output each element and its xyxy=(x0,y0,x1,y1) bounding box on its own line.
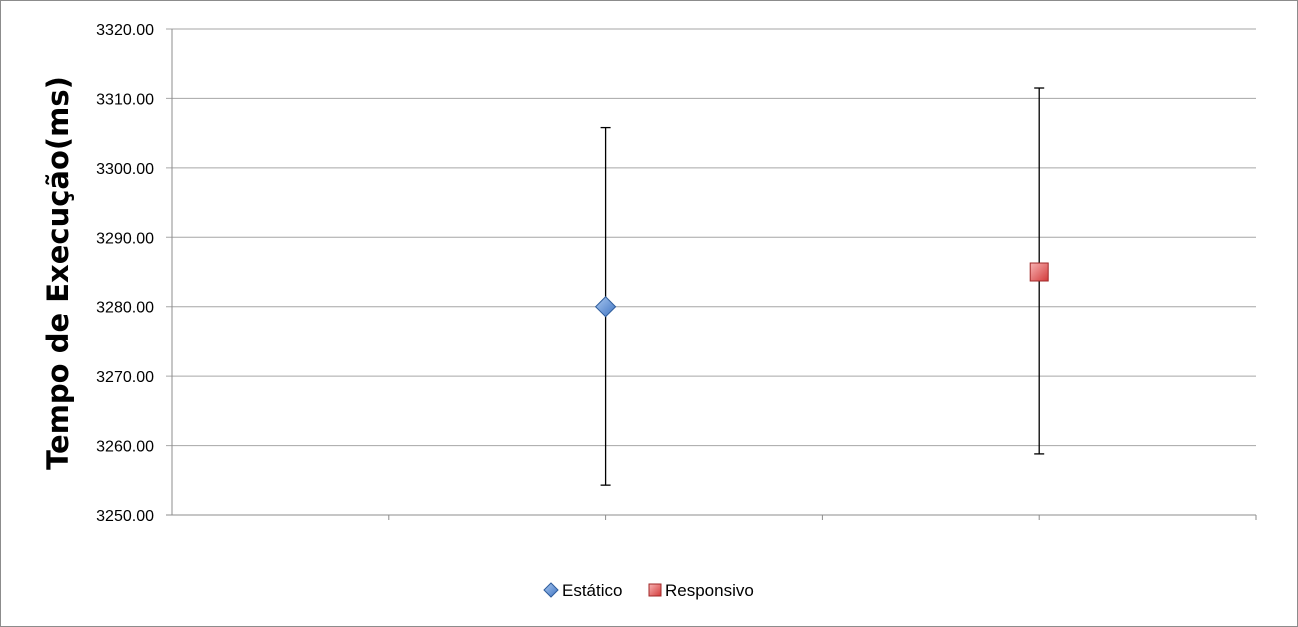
legend-label: Responsivo xyxy=(665,581,754,600)
legend-label: Estático xyxy=(562,581,622,600)
y-tick-label: 3260.00 xyxy=(96,439,154,456)
y-tick-label: 3320.00 xyxy=(96,22,154,39)
y-tick-label: 3270.00 xyxy=(96,369,154,386)
y-tick-label: 3300.00 xyxy=(96,161,154,178)
legend: Estático Responsivo xyxy=(543,581,754,600)
y-tick-label: 3310.00 xyxy=(96,91,154,108)
y-tick-label: 3280.00 xyxy=(96,300,154,317)
y-axis-title: Tempo de Execução(ms) xyxy=(41,76,75,470)
legend-marker-diamond xyxy=(543,582,559,598)
data-point-square xyxy=(1029,262,1049,282)
data-point-diamond xyxy=(594,296,617,318)
y-tick-label: 3250.00 xyxy=(96,508,154,525)
y-tick-label: 3290.00 xyxy=(96,230,154,247)
legend-marker-square xyxy=(648,583,662,597)
